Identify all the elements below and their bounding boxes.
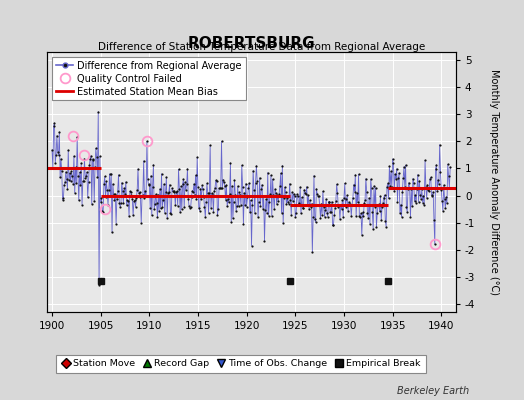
- Legend: Station Move, Record Gap, Time of Obs. Change, Empirical Break: Station Move, Record Gap, Time of Obs. C…: [57, 355, 425, 373]
- Legend: Difference from Regional Average, Quality Control Failed, Estimated Station Mean: Difference from Regional Average, Qualit…: [52, 57, 246, 100]
- Y-axis label: Monthly Temperature Anomaly Difference (°C): Monthly Temperature Anomaly Difference (…: [489, 69, 499, 295]
- Text: Difference of Station Temperature Data from Regional Average: Difference of Station Temperature Data f…: [99, 42, 425, 52]
- Text: Berkeley Earth: Berkeley Earth: [397, 386, 469, 396]
- Title: ROBERTSBURG: ROBERTSBURG: [188, 36, 315, 51]
